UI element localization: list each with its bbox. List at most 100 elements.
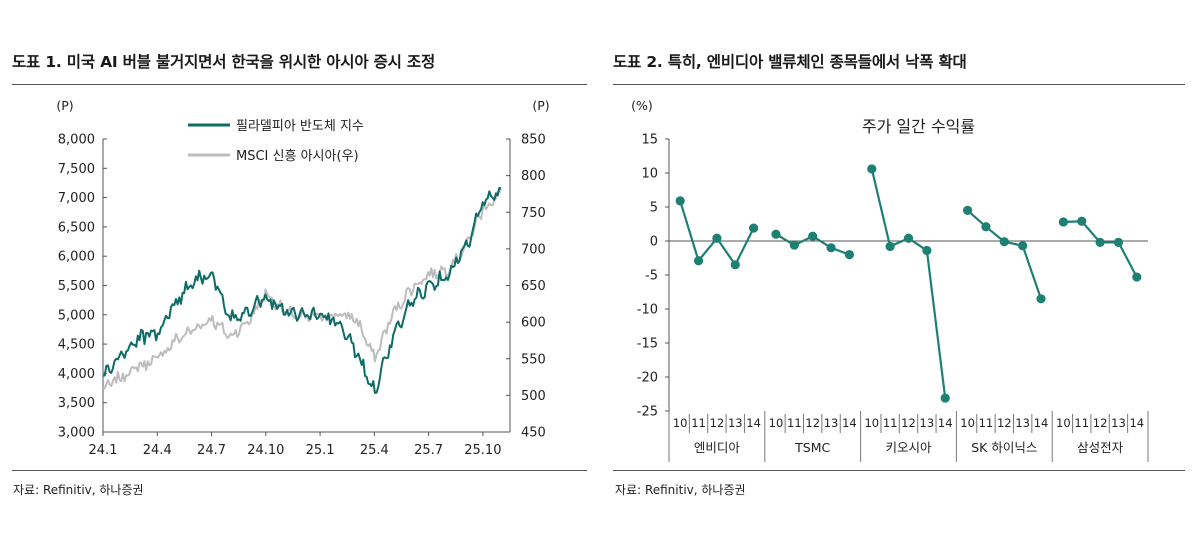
return-point <box>789 240 799 250</box>
return-point <box>749 223 759 233</box>
y-tick-label: 0 <box>650 235 658 250</box>
left-y-tick-label: 7,000 <box>58 191 95 206</box>
left-y-tick-label: 6,000 <box>58 250 95 265</box>
day-label: 14 <box>1129 416 1144 430</box>
right-y-tick-label: 800 <box>521 169 546 184</box>
return-point <box>1077 216 1087 226</box>
left-y-tick-label: 3,000 <box>58 426 95 441</box>
figure-1: 도표 1. 미국 AI 버블 불거지면서 한국을 위시한 아시아 증시 조정 8… <box>12 53 587 497</box>
msci-em-asia-line <box>102 188 502 390</box>
left-y-tick-label: 7,500 <box>58 162 95 177</box>
day-label: 14 <box>842 416 857 430</box>
return-point <box>693 256 704 266</box>
left-y-tick-label: 5,000 <box>58 308 95 323</box>
group-return-line <box>966 209 1043 300</box>
x-tick-label: 25.10 <box>464 443 501 458</box>
day-label: 13 <box>1111 416 1126 430</box>
day-label: 11 <box>787 416 802 430</box>
legend-label-msci: MSCI 신흥 아시아(우) <box>236 149 359 164</box>
return-point <box>1095 237 1105 247</box>
right-y-tick-label: 500 <box>521 389 546 404</box>
left-y-tick-label: 4,500 <box>58 338 95 353</box>
right-y-tick-label: 550 <box>521 352 546 367</box>
return-point <box>1132 272 1142 282</box>
group-return-line <box>679 200 755 267</box>
left-y-tick-label: 3,500 <box>58 396 95 411</box>
day-label: 14 <box>746 416 761 430</box>
day-label: 12 <box>901 416 916 430</box>
return-point <box>1058 217 1068 227</box>
group-label: 삼성전자 <box>1077 440 1124 455</box>
return-point <box>867 164 877 174</box>
x-tick-label: 24.1 <box>89 443 118 458</box>
day-label: 10 <box>769 416 784 430</box>
left-y-tick-label: 6,500 <box>58 220 95 235</box>
left-y-tick-label: 5,500 <box>58 279 95 294</box>
y-tick-label: -15 <box>637 337 658 352</box>
x-tick-label: 25.4 <box>360 443 389 458</box>
left-y-tick-label: 8,000 <box>58 133 95 148</box>
day-label: 10 <box>673 416 688 430</box>
y-tick-label: -20 <box>637 371 658 386</box>
legend-label-sox: 필라델피아 반도체 지수 <box>236 119 364 134</box>
figure-2-title: 도표 2. 특히, 엔비디아 밸류체인 종목들에서 낙폭 확대 <box>613 53 967 71</box>
group-label: 엔비디아 <box>694 440 741 455</box>
y-tick-label: 5 <box>650 201 658 216</box>
return-point <box>922 245 932 256</box>
day-label: 11 <box>979 416 994 430</box>
group-return-line <box>870 168 947 399</box>
y-unit: (%) <box>631 98 653 113</box>
day-label: 12 <box>1093 416 1108 430</box>
return-point <box>730 260 740 270</box>
return-point <box>903 233 914 243</box>
day-label: 12 <box>805 416 820 430</box>
group-label: 키오시아 <box>885 440 932 455</box>
figure-1-top-rule <box>12 84 587 85</box>
return-point <box>808 231 818 241</box>
figure-2-top-rule <box>613 84 1185 85</box>
return-point <box>1036 294 1046 304</box>
day-label: 13 <box>1015 416 1030 430</box>
return-point <box>885 241 895 252</box>
day-label: 11 <box>691 416 706 430</box>
day-label: 12 <box>997 416 1012 430</box>
return-point <box>1018 241 1028 251</box>
day-label: 11 <box>1074 416 1089 430</box>
return-point <box>712 233 722 243</box>
day-label: 12 <box>710 416 725 430</box>
x-tick-label: 24.4 <box>143 443 172 458</box>
y-tick-label: 15 <box>641 133 658 148</box>
y-tick-label: -5 <box>645 269 658 284</box>
group-label: TSMC <box>794 440 830 455</box>
right-y-tick-label: 850 <box>521 133 546 148</box>
group-return-line <box>1063 220 1138 278</box>
left-y-tick-label: 4,000 <box>58 367 95 382</box>
y-tick-label: 10 <box>641 167 658 182</box>
y-tick-label: -10 <box>637 303 658 318</box>
return-point <box>962 205 973 215</box>
return-point <box>771 229 781 239</box>
day-label: 11 <box>883 416 898 430</box>
day-label: 10 <box>864 416 879 430</box>
right-y-tick-label: 700 <box>521 242 546 257</box>
day-label: 13 <box>920 416 935 430</box>
return-point <box>844 250 855 260</box>
day-label: 14 <box>938 416 953 430</box>
day-label: 14 <box>1034 416 1049 430</box>
right-y-unit: (P) <box>532 98 549 113</box>
y-tick-label: -25 <box>637 405 658 420</box>
right-y-tick-label: 750 <box>521 206 546 221</box>
day-label: 10 <box>1056 416 1071 430</box>
sox-index-line <box>102 187 502 394</box>
x-tick-label: 24.7 <box>197 443 226 458</box>
return-point <box>940 393 950 403</box>
right-y-tick-label: 600 <box>521 316 546 331</box>
day-label: 13 <box>728 416 743 430</box>
right-y-tick-label: 450 <box>521 426 546 441</box>
figure-1-title: 도표 1. 미국 AI 버블 불거지면서 한국을 위시한 아시아 증시 조정 <box>12 53 436 71</box>
return-point <box>981 222 991 232</box>
day-label: 13 <box>824 416 839 430</box>
figure-2-bottom-rule <box>613 470 1185 471</box>
figure-1-source: 자료: Refinitiv, 하나증권 <box>13 483 144 497</box>
